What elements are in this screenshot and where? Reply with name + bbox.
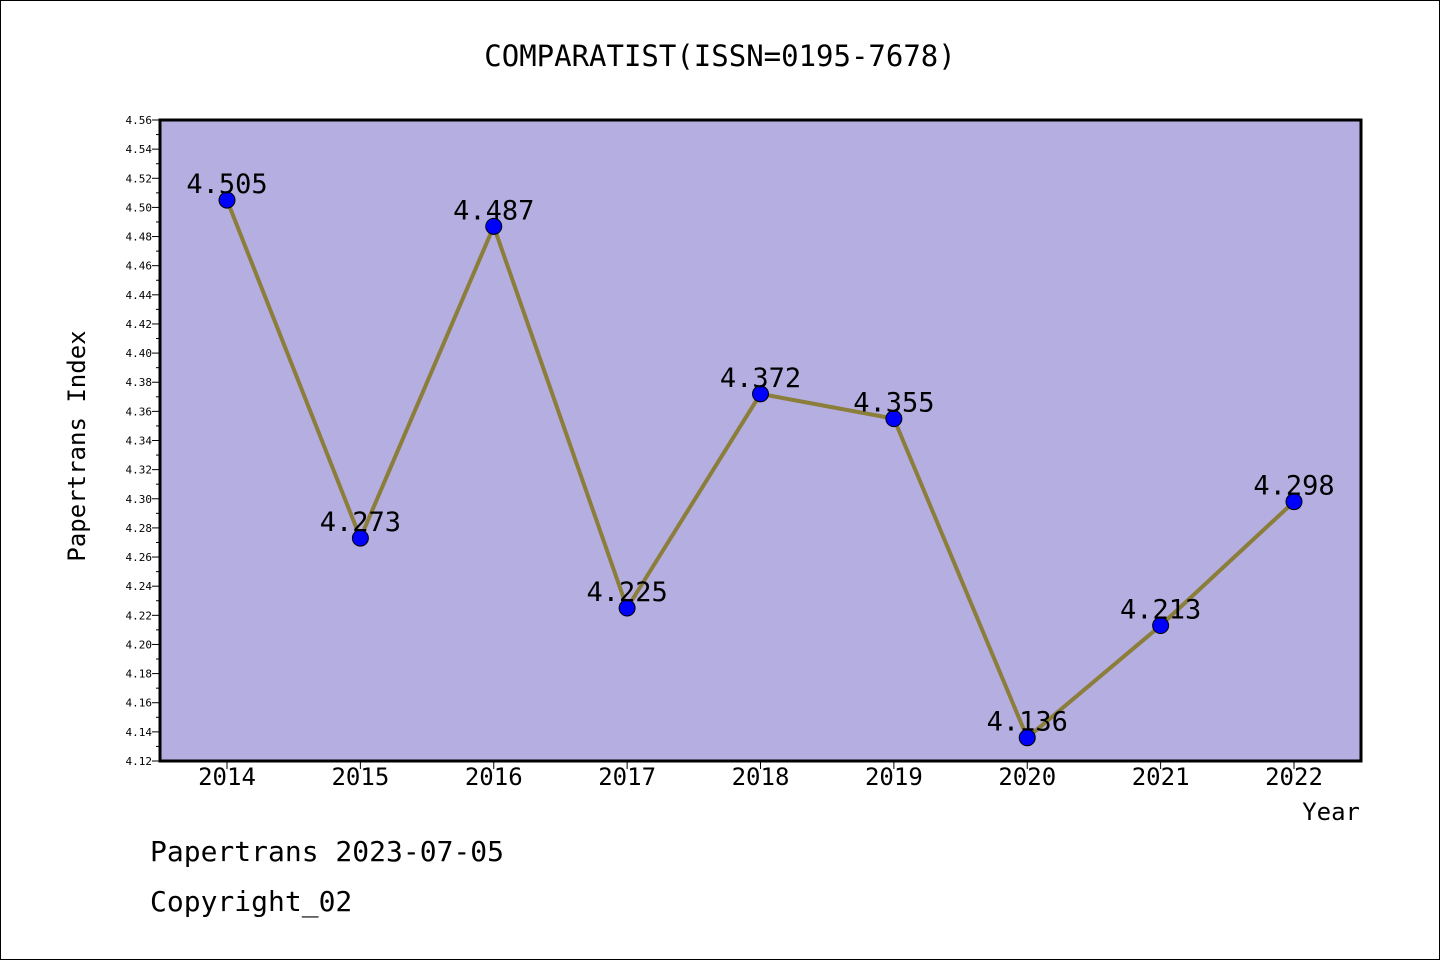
data-point (1018, 729, 1036, 747)
y-tick-label: 4.48 (126, 231, 153, 244)
y-tick-label: 4.26 (126, 551, 153, 564)
x-axis-label: Year (1302, 798, 1360, 826)
data-point (351, 529, 369, 547)
y-tick-label: 4.34 (126, 435, 153, 448)
data-label: 4.355 (853, 388, 934, 419)
y-tick-label: 4.32 (126, 464, 153, 477)
data-point (752, 385, 769, 403)
data-label: 4.213 (1120, 595, 1201, 626)
y-axis-label: Papertrans Index (63, 330, 91, 561)
y-tick-label: 4.52 (126, 172, 153, 185)
y-tick-label: 4.18 (126, 668, 153, 681)
y-tick-label: 4.56 (126, 114, 153, 127)
x-tick-label: 2017 (598, 763, 656, 791)
data-label: 4.372 (720, 363, 801, 394)
y-tick-label: 4.44 (126, 289, 153, 302)
y-tick-label: 4.54 (126, 143, 153, 156)
y-tick-label: 4.28 (126, 522, 153, 535)
y-tick-label: 4.20 (126, 638, 153, 651)
data-point (618, 599, 636, 617)
x-tick-label: 2016 (465, 763, 523, 791)
data-point (218, 191, 236, 209)
chart-title: COMPARATIST(ISSN=0195-7678) (484, 39, 955, 73)
x-tick-label: 2015 (331, 763, 389, 791)
plot-area (158, 118, 1363, 763)
data-label: 4.487 (453, 195, 534, 226)
x-tick-label: 2018 (732, 763, 790, 791)
y-tick-label: 4.24 (126, 580, 153, 593)
x-tick-label: 2021 (1132, 763, 1190, 791)
data-point (885, 410, 903, 428)
data-labels: 4.505 4.273 4.487 4.225 4.372 4.355 4.136 4.213… (186, 169, 1334, 738)
y-tick-label: 4.30 (126, 493, 153, 506)
y-tick-label: 4.42 (126, 318, 153, 331)
y-tick-label: 4.46 (126, 260, 153, 273)
data-point (1152, 617, 1170, 635)
data-point (485, 217, 503, 235)
y-axis: 4.12 4.14 4.16 4.18 4.20 4.22 4.24 4.26 4.28 4.30… (126, 114, 160, 768)
y-tick-label: 4.16 (126, 697, 153, 710)
y-tick-label: 4.38 (126, 376, 153, 389)
data-label: 4.505 (186, 169, 267, 200)
y-tick-label: 4.50 (126, 201, 153, 214)
x-tick-label: 2014 (198, 763, 256, 791)
y-tick-label: 4.36 (126, 405, 153, 418)
x-axis: 2014 2015 2016 2017 2018 2019 2020 2021 2022 (198, 761, 1323, 791)
data-label: 4.136 (987, 707, 1068, 738)
data-point (1285, 493, 1303, 511)
data-markers (218, 191, 1303, 747)
data-label: 4.298 (1253, 471, 1334, 502)
data-label: 4.273 (320, 507, 401, 538)
x-tick-label: 2019 (865, 763, 923, 791)
x-tick-label: 2022 (1265, 763, 1323, 791)
footer-copyright: Copyright_02 (150, 885, 353, 918)
y-tick-label: 4.40 (126, 347, 153, 360)
x-tick-label: 2020 (998, 763, 1056, 791)
y-tick-label: 4.14 (126, 726, 153, 739)
y-tick-label: 4.12 (126, 755, 153, 768)
footer-date: Papertrans 2023-07-05 (150, 835, 505, 868)
data-label: 4.225 (586, 577, 667, 608)
y-tick-label: 4.22 (126, 609, 153, 622)
